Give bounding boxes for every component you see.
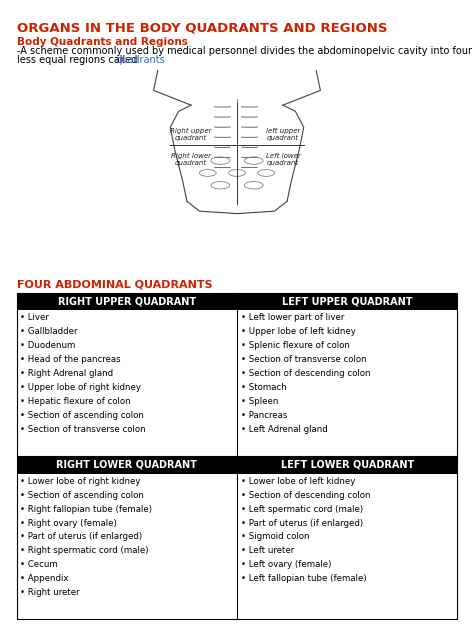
Bar bbox=[17, 456, 237, 474]
Text: • Part of uterus (if enlarged): • Part of uterus (if enlarged) bbox=[20, 532, 143, 542]
Text: LEFT LOWER QUADRANT: LEFT LOWER QUADRANT bbox=[281, 460, 414, 470]
Text: • Gallbladder: • Gallbladder bbox=[20, 327, 78, 336]
Text: • Left Adrenal gland: • Left Adrenal gland bbox=[241, 425, 328, 434]
Text: • Pancreas: • Pancreas bbox=[241, 411, 287, 420]
Text: • Sigmoid colon: • Sigmoid colon bbox=[241, 532, 310, 542]
Text: • Part of uterus (if enlarged): • Part of uterus (if enlarged) bbox=[241, 518, 363, 528]
Text: • Section of descending colon: • Section of descending colon bbox=[241, 369, 370, 378]
Bar bbox=[237, 293, 457, 310]
Text: • Section of ascending colon: • Section of ascending colon bbox=[20, 411, 144, 420]
Text: Body Quadrants and Regions: Body Quadrants and Regions bbox=[17, 37, 187, 47]
Text: Right lower
quadrant: Right lower quadrant bbox=[171, 153, 211, 166]
Text: • Section of descending colon: • Section of descending colon bbox=[241, 490, 370, 500]
Text: RIGHT LOWER QUADRANT: RIGHT LOWER QUADRANT bbox=[56, 460, 197, 470]
Text: Right upper
quadrant: Right upper quadrant bbox=[170, 128, 212, 142]
Text: ORGANS IN THE BODY QUADRANTS AND REGIONS: ORGANS IN THE BODY QUADRANTS AND REGIONS bbox=[17, 21, 387, 35]
Text: • Left fallopian tube (female): • Left fallopian tube (female) bbox=[241, 574, 366, 583]
Text: less equal regions called: less equal regions called bbox=[17, 55, 140, 65]
Text: • Right fallopian tube (female): • Right fallopian tube (female) bbox=[20, 504, 152, 514]
Text: • Right ovary (female): • Right ovary (female) bbox=[20, 518, 117, 528]
Text: • Left spermatic cord (male): • Left spermatic cord (male) bbox=[241, 504, 363, 514]
Text: • Duodenum: • Duodenum bbox=[20, 341, 76, 350]
Bar bbox=[237, 456, 457, 474]
Text: • Right ureter: • Right ureter bbox=[20, 588, 80, 597]
Text: • Left ureter: • Left ureter bbox=[241, 546, 294, 556]
Bar bbox=[17, 293, 237, 310]
Text: • Right Adrenal gland: • Right Adrenal gland bbox=[20, 369, 113, 378]
Text: quadrants: quadrants bbox=[115, 55, 165, 65]
Text: • Stomach: • Stomach bbox=[241, 383, 287, 392]
Text: FOUR ABDOMINAL QUADRANTS: FOUR ABDOMINAL QUADRANTS bbox=[17, 279, 212, 289]
Text: • Splenic flexure of colon: • Splenic flexure of colon bbox=[241, 341, 350, 350]
Text: • Section of ascending colon: • Section of ascending colon bbox=[20, 490, 144, 500]
Text: • Upper lobe of right kidney: • Upper lobe of right kidney bbox=[20, 383, 141, 392]
Text: LEFT UPPER QUADRANT: LEFT UPPER QUADRANT bbox=[282, 296, 412, 307]
Text: • Right spermatic cord (male): • Right spermatic cord (male) bbox=[20, 546, 149, 556]
Text: left upper
quadrant: left upper quadrant bbox=[266, 128, 300, 142]
Text: • Section of transverse colon: • Section of transverse colon bbox=[241, 355, 366, 364]
Text: • Liver: • Liver bbox=[20, 313, 49, 322]
Text: • Appendix: • Appendix bbox=[20, 574, 69, 583]
Text: -A scheme commonly used by medical personnel divides the abdominopelvic cavity i: -A scheme commonly used by medical perso… bbox=[17, 46, 474, 56]
Text: • Cecum: • Cecum bbox=[20, 560, 58, 569]
Text: • Lower lobe of left kidney: • Lower lobe of left kidney bbox=[241, 477, 355, 486]
Text: • Head of the pancreas: • Head of the pancreas bbox=[20, 355, 121, 364]
Text: • Upper lobe of left kidney: • Upper lobe of left kidney bbox=[241, 327, 356, 336]
Text: • Section of transverse colon: • Section of transverse colon bbox=[20, 425, 146, 434]
Text: • Spleen: • Spleen bbox=[241, 397, 278, 406]
Bar bbox=[17, 293, 457, 619]
Text: • Lower lobe of right kidney: • Lower lobe of right kidney bbox=[20, 477, 141, 486]
Text: • Left ovary (female): • Left ovary (female) bbox=[241, 560, 331, 569]
Text: RIGHT UPPER QUADRANT: RIGHT UPPER QUADRANT bbox=[58, 296, 196, 307]
Text: • Hepatic flexure of colon: • Hepatic flexure of colon bbox=[20, 397, 131, 406]
Text: Left lower
quadrant: Left lower quadrant bbox=[265, 153, 300, 166]
Text: • Left lower part of liver: • Left lower part of liver bbox=[241, 313, 344, 322]
